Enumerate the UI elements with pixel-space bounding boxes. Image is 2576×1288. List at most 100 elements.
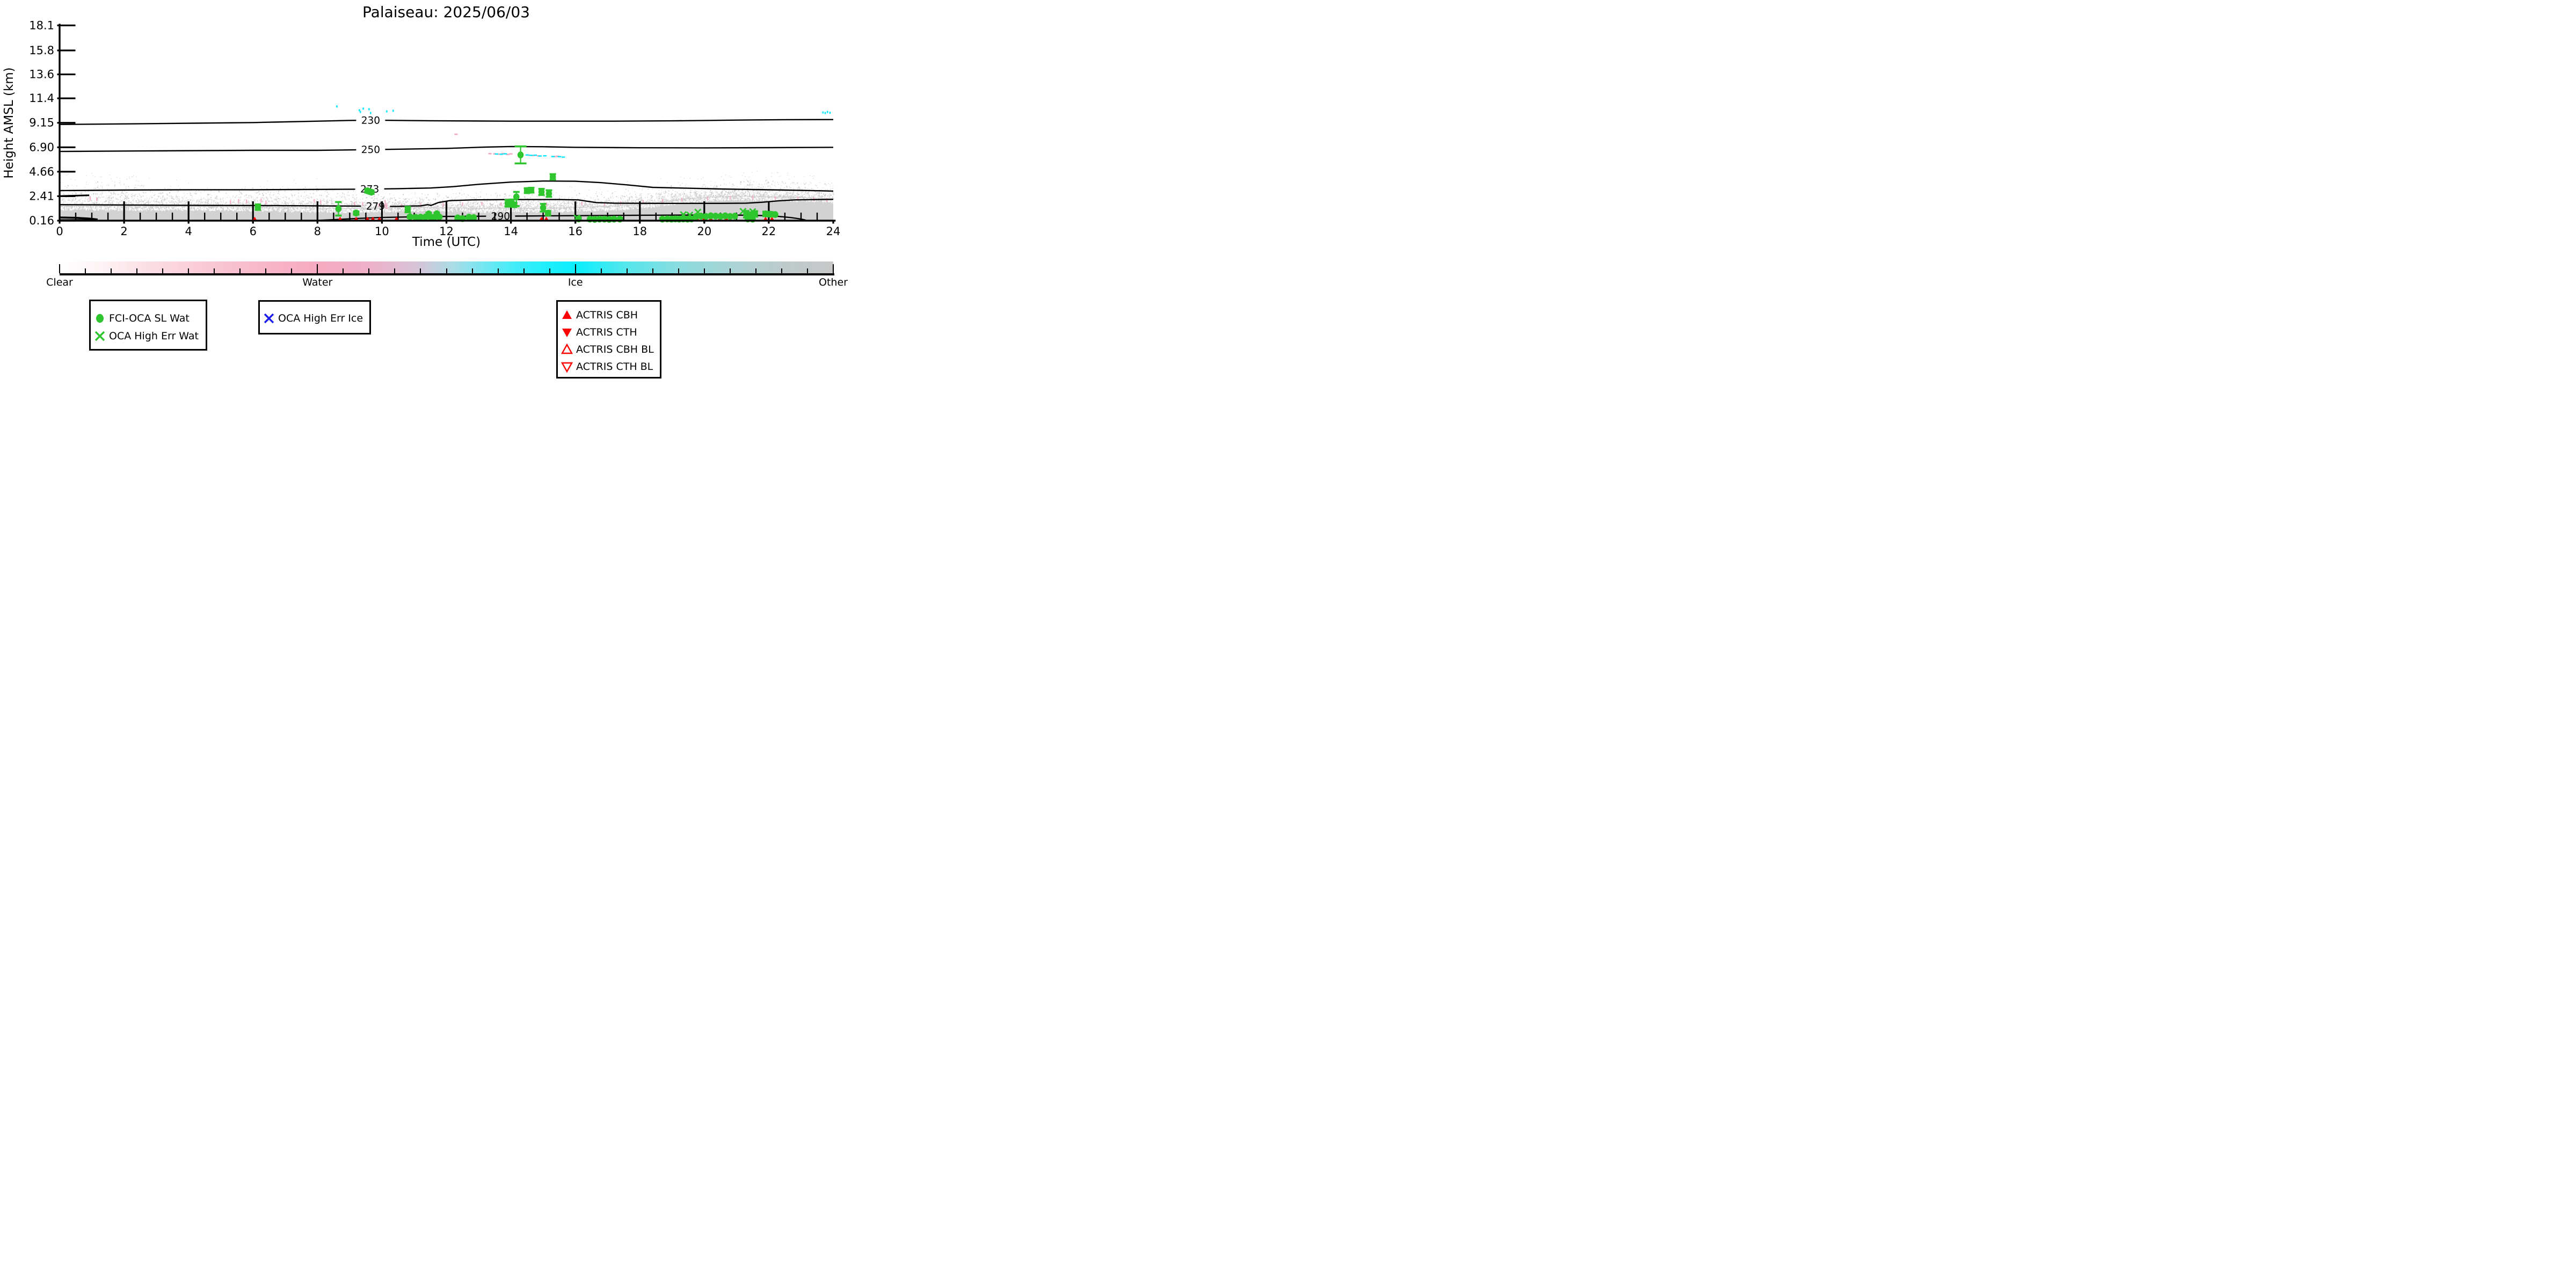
- colorbar-tick: [833, 264, 834, 273]
- colorbar-tick: [343, 268, 344, 273]
- red-triangle-up-open-icon: [558, 343, 576, 356]
- water-point: [722, 212, 729, 220]
- contour-290-surface-lens: [59, 216, 98, 221]
- contour-label-279: 279: [366, 201, 385, 213]
- water-point: [732, 213, 738, 220]
- x-tick-label: 16: [568, 225, 583, 238]
- y-tick-label: 6.90: [29, 141, 54, 154]
- water-point: [708, 212, 714, 220]
- legend-actris-products: ACTRIS CBH ACTRIS CTH ACTRIS CBH BL ACTR…: [556, 300, 661, 379]
- water-point: [545, 190, 552, 197]
- water-point: [404, 206, 411, 213]
- contour-label-230: 230: [361, 115, 380, 127]
- cloud-product-quicklook: Palaiseau: 2025/06/03 Height AMSL (km) T…: [0, 0, 859, 430]
- water-point: [544, 209, 551, 217]
- water-point: [767, 210, 774, 218]
- colorbar-tick: [111, 268, 112, 273]
- y-tick-label: 9.15: [29, 117, 54, 129]
- colorbar-tick: [291, 268, 293, 273]
- ice-class-cyan-specks: [336, 105, 831, 158]
- water-point: [454, 214, 461, 222]
- water-point: [528, 186, 535, 194]
- water-point: [368, 188, 375, 196]
- colorbar-tick: [781, 268, 782, 273]
- colorbar-tick: [420, 268, 421, 273]
- x-tick-label: 2: [120, 225, 127, 238]
- water-point: [254, 203, 261, 211]
- water-point: [417, 214, 424, 221]
- x-tick-label: 4: [185, 225, 192, 238]
- colorbar-tick: [59, 264, 60, 273]
- contour-273: [384, 180, 834, 192]
- colorbar-tick: [136, 268, 138, 273]
- colorbar-tick: [549, 268, 550, 273]
- colorbar-tick: [188, 268, 190, 273]
- colorbar-tick: [574, 264, 576, 273]
- water-point: [703, 213, 709, 220]
- x-axis-label: Time (UTC): [412, 235, 481, 249]
- colorbar-tick: [214, 268, 215, 273]
- legend-item-actris-cth: ACTRIS CTH: [558, 324, 660, 341]
- y-tick-label: 11.4: [29, 92, 54, 105]
- colorbar-tick: [446, 268, 447, 273]
- legend-item-actris-cbh-bl: ACTRIS CBH BL: [558, 341, 660, 358]
- page-title: Palaiseau: 2025/06/03: [362, 3, 530, 21]
- colorbar-tick: [626, 268, 628, 273]
- colorbar-tick: [806, 268, 808, 273]
- legend-item-actris-cth-bl: ACTRIS CTH BL: [558, 358, 660, 375]
- colorbar-label-clear: Clear: [46, 276, 73, 288]
- y-tick-label: 15.8: [29, 44, 54, 57]
- contour-279: [59, 204, 361, 207]
- colorbar-tick: [317, 264, 318, 273]
- green-x-icon: [91, 329, 109, 343]
- x-tick-label: 8: [314, 225, 321, 238]
- colorbar-tick: [162, 268, 164, 273]
- contour-250: [385, 145, 834, 150]
- legend-item-actris-cbh: ACTRIS CBH: [558, 307, 660, 324]
- contour-279: [390, 199, 834, 207]
- contour-label-290: 290: [491, 211, 510, 222]
- contour-250: [59, 149, 356, 152]
- water-point: [712, 213, 719, 220]
- water-point: [433, 210, 440, 217]
- colorbar-label-other: Other: [819, 276, 848, 288]
- colorbar-tick: [265, 268, 267, 273]
- contour-label-250: 250: [361, 144, 380, 156]
- colorbar-label-water: Water: [302, 276, 333, 288]
- water-point: [335, 205, 342, 213]
- colorbar-tick: [703, 268, 705, 273]
- water-point: [470, 214, 477, 221]
- x-tick-label: 18: [632, 225, 647, 238]
- colorbar-tick: [471, 268, 473, 273]
- water-point: [727, 213, 733, 220]
- contour-230: [385, 119, 834, 122]
- colorbar-tick: [368, 268, 370, 273]
- water-point: [717, 213, 724, 220]
- legend-water-products: FCI-OCA SL Wat OCA High Err Wat: [89, 300, 207, 351]
- legend-item-oca-high-err-wat: OCA High Err Wat: [91, 327, 206, 345]
- water-point: [425, 210, 432, 217]
- contour-230: [59, 120, 356, 125]
- water-point: [549, 173, 556, 180]
- x-tick-label: 14: [504, 225, 518, 238]
- water-point: [353, 209, 360, 217]
- legend-item-fci-oca-sl-wat: FCI-OCA SL Wat: [91, 309, 206, 327]
- water-point: [762, 210, 769, 217]
- water-point: [538, 188, 545, 195]
- x-tick-label: 20: [697, 225, 711, 238]
- red-triangle-up-filled-icon: [558, 308, 576, 322]
- x-tick-label: 24: [826, 225, 841, 238]
- y-tick-label: 13.6: [29, 68, 54, 81]
- water-point: [412, 214, 419, 221]
- y-tick-label: 0.16: [29, 214, 54, 227]
- colorbar-tick: [497, 268, 499, 273]
- red-triangle-down-filled-icon: [558, 325, 576, 339]
- colorbar-tick: [600, 268, 602, 273]
- y-axis-ticks: 18.1 15.8 13.6 11.4 9.15 6.90 4.66 2.41 0.16: [29, 19, 76, 227]
- colorbar-tick: [729, 268, 731, 273]
- x-tick-label: 10: [375, 225, 389, 238]
- colorbar-tick: [523, 268, 525, 273]
- legend-ice-products: OCA High Err Ice: [258, 300, 371, 334]
- y-tick-label: 18.1: [29, 19, 54, 32]
- water-point: [517, 151, 524, 158]
